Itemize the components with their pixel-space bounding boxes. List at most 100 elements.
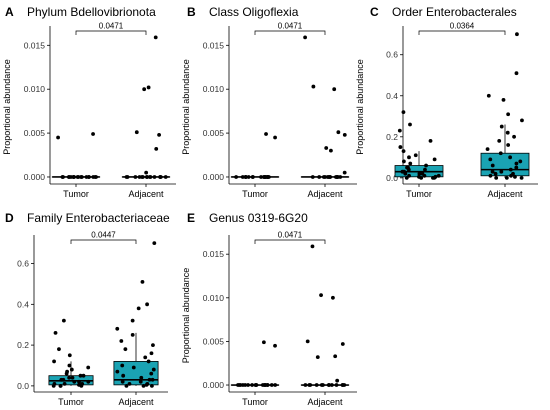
panel-e: E Genus 0319-6G20 Proportional abundance 0.… (181, 211, 357, 407)
data-point (259, 175, 263, 179)
data-point (140, 175, 145, 179)
data-point (79, 175, 84, 179)
p-value-label: 0.0471 (278, 231, 303, 240)
panel-letter: B (187, 5, 196, 19)
data-point (78, 373, 83, 378)
data-point (401, 159, 406, 164)
data-point (243, 383, 248, 387)
panel-a: A Phylum Bdellovibrionota Proportional abu… (2, 5, 176, 199)
x-tick-label: Tumor (242, 397, 268, 407)
data-point (145, 302, 150, 307)
data-point (53, 330, 58, 335)
data-point (404, 175, 409, 180)
series-adjacent (300, 35, 350, 179)
y-tick-label: 0.000 (203, 380, 225, 390)
data-point (142, 87, 147, 92)
data-point (504, 175, 509, 180)
data-point (139, 375, 144, 380)
data-point (137, 175, 142, 179)
data-point (436, 173, 441, 178)
data-point (263, 383, 268, 387)
data-point (518, 159, 523, 164)
data-point (305, 339, 310, 344)
data-point (505, 130, 510, 135)
p-value-label: 0.0471 (278, 22, 303, 31)
data-point (133, 175, 138, 179)
x-tick-label: Tumor (242, 189, 268, 199)
data-point (86, 365, 91, 370)
series-tumor (394, 110, 444, 180)
data-point (154, 146, 159, 151)
p-value-label: 0.0364 (450, 22, 475, 31)
data-point (273, 343, 277, 348)
data-point (423, 167, 427, 172)
data-point (334, 175, 338, 179)
data-point (158, 175, 163, 179)
data-point (136, 306, 141, 311)
data-point (515, 32, 519, 37)
series-adjacent (113, 241, 159, 388)
data-point (342, 170, 347, 175)
data-point (311, 84, 316, 89)
panel-letter: D (5, 211, 14, 225)
data-point (488, 173, 493, 178)
y-tick-label: 0.010 (203, 84, 225, 94)
data-point (493, 171, 498, 176)
series-tumor (230, 340, 280, 387)
data-point (237, 383, 242, 387)
data-point (308, 383, 313, 387)
panel-title: Family Enterobacteriaceae (27, 211, 170, 225)
y-tick-label: 0.2 (17, 340, 29, 350)
data-point (408, 161, 413, 166)
significance-bracket: 0.0471 (254, 22, 326, 35)
data-point (332, 87, 337, 92)
significance-bracket: 0.0471 (75, 22, 147, 35)
bracket-line (254, 30, 326, 35)
data-point (424, 163, 428, 168)
y-axis-title: Proportional abundance (181, 59, 191, 155)
series-tumor (48, 318, 94, 388)
series-adjacent (300, 244, 350, 387)
data-point (422, 173, 427, 178)
y-tick-label: 0.010 (203, 293, 225, 303)
data-point (499, 169, 504, 174)
data-point (520, 118, 524, 123)
x-tick-label: Adjacent (128, 189, 164, 199)
data-point (79, 383, 84, 388)
panel-title: Order Enterobacterales (392, 5, 517, 19)
data-point (131, 365, 136, 370)
data-point (262, 175, 267, 179)
data-point (498, 151, 503, 156)
x-tick-label: Tumor (58, 397, 84, 407)
y-tick-label: 0.0 (17, 381, 29, 391)
data-point (506, 112, 511, 117)
data-point (130, 318, 135, 323)
y-tick-label: 0.010 (24, 84, 46, 94)
series-tumor (230, 132, 280, 179)
data-point (401, 110, 406, 115)
data-point (413, 153, 418, 158)
data-point (58, 383, 63, 388)
y-tick-label: 0.000 (24, 172, 46, 182)
significance-bracket: 0.0364 (418, 22, 506, 35)
data-point (250, 383, 255, 387)
data-point (127, 381, 132, 386)
data-point (336, 130, 341, 135)
data-point (428, 139, 433, 143)
data-point (148, 175, 153, 179)
data-point (157, 132, 161, 137)
data-point (334, 383, 339, 387)
data-point (400, 169, 405, 174)
data-point (512, 134, 516, 139)
data-point (321, 175, 326, 179)
data-point (321, 383, 325, 387)
data-point (340, 383, 345, 387)
data-point (146, 359, 151, 364)
data-point (340, 342, 345, 346)
panel-title: Class Oligoflexia (209, 5, 299, 19)
data-point (144, 170, 149, 175)
data-point (508, 167, 513, 172)
significance-bracket: 0.0471 (254, 231, 326, 244)
data-point (149, 371, 154, 376)
